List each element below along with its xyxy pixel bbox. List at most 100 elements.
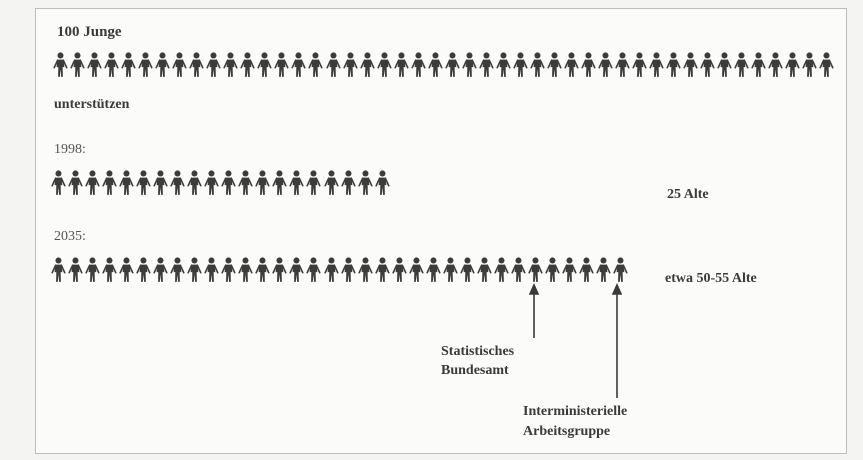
annotation-line-2: Bundesamt xyxy=(441,363,509,378)
person-icon xyxy=(68,257,83,282)
person-icon xyxy=(272,170,287,195)
person-icon xyxy=(121,52,136,77)
person-icon xyxy=(632,52,647,77)
diagram-frame xyxy=(35,8,847,454)
person-icon xyxy=(460,257,475,282)
person-icon xyxy=(136,170,151,195)
person-icon xyxy=(477,257,492,282)
person-icon xyxy=(393,52,409,77)
person-icon xyxy=(138,52,153,77)
person-icon xyxy=(428,52,443,77)
person-icon xyxy=(768,52,783,77)
person-icon xyxy=(819,52,834,77)
person-icon xyxy=(479,52,494,77)
person-icon xyxy=(51,257,66,282)
person-icon xyxy=(513,52,528,77)
person-icon xyxy=(700,52,715,77)
person-icon xyxy=(87,52,102,77)
person-icon xyxy=(785,52,800,77)
person-icon xyxy=(187,257,202,282)
person-icon xyxy=(68,170,83,195)
person-icon xyxy=(562,257,577,282)
person-icon xyxy=(291,52,307,77)
figure-row-1998 xyxy=(50,170,391,196)
person-icon xyxy=(240,52,255,77)
person-icon xyxy=(411,52,426,77)
person-icon xyxy=(443,257,458,282)
person-icon xyxy=(172,52,187,77)
person-icon xyxy=(426,257,441,282)
person-icon xyxy=(189,52,204,77)
person-icon xyxy=(409,257,424,282)
person-icon xyxy=(751,52,766,77)
annotation-statistisches-bundesamt: Statistisches Bundesamt xyxy=(441,342,514,380)
person-icon xyxy=(615,52,630,77)
person-icon xyxy=(119,257,134,282)
person-icon xyxy=(357,170,373,195)
person-icon xyxy=(223,52,238,77)
person-icon xyxy=(206,52,221,77)
person-icon xyxy=(221,257,236,282)
person-icon xyxy=(802,52,817,77)
person-icon xyxy=(85,257,100,282)
person-icon xyxy=(547,52,562,77)
person-icon xyxy=(136,257,151,282)
person-icon xyxy=(340,170,356,195)
person-icon xyxy=(257,52,272,77)
person-icon xyxy=(289,257,305,282)
person-icon xyxy=(596,257,611,282)
person-icon xyxy=(51,170,66,195)
person-icon xyxy=(376,52,392,77)
person-icon xyxy=(581,52,596,77)
person-icon xyxy=(274,52,289,77)
person-icon xyxy=(359,52,375,77)
person-icon xyxy=(496,52,511,77)
person-icon xyxy=(564,52,579,77)
person-icon xyxy=(221,170,236,195)
support-label: unterstützen xyxy=(54,97,130,112)
person-icon xyxy=(289,170,305,195)
person-icon xyxy=(308,52,324,77)
person-icon xyxy=(238,170,253,195)
person-icon xyxy=(445,52,460,77)
person-icon xyxy=(53,52,68,77)
person-icon xyxy=(545,257,560,282)
person-icon xyxy=(155,52,170,77)
person-icon xyxy=(528,257,543,282)
person-icon xyxy=(391,257,407,282)
person-icon xyxy=(255,257,270,282)
person-icon xyxy=(323,170,339,195)
person-icon xyxy=(255,170,270,195)
annotation-line-2: Arbeitsgruppe xyxy=(523,424,611,439)
person-icon xyxy=(683,52,698,77)
person-icon xyxy=(717,52,732,77)
person-icon xyxy=(85,170,100,195)
figure-row-young xyxy=(52,52,835,78)
person-icon xyxy=(462,52,477,77)
person-icon xyxy=(153,170,168,195)
person-icon xyxy=(170,257,185,282)
result-label-1998: 25 Alte xyxy=(667,187,709,202)
person-icon xyxy=(613,257,628,282)
person-icon xyxy=(357,257,373,282)
young-people-label: 100 Junge xyxy=(57,24,122,40)
person-icon xyxy=(494,257,509,282)
person-icon xyxy=(102,257,117,282)
annotation-line-1: Interministerielle xyxy=(523,404,628,419)
person-icon xyxy=(666,52,681,77)
person-icon xyxy=(170,170,185,195)
person-icon xyxy=(272,257,287,282)
annotation-line-1: Statistisches xyxy=(441,344,515,359)
person-icon xyxy=(153,257,168,282)
person-icon xyxy=(342,52,358,77)
person-icon xyxy=(238,257,253,282)
person-icon xyxy=(530,52,545,77)
person-icon xyxy=(325,52,341,77)
person-icon xyxy=(70,52,85,77)
person-icon xyxy=(598,52,613,77)
person-icon xyxy=(511,257,526,282)
person-icon xyxy=(102,170,117,195)
person-icon xyxy=(104,52,119,77)
person-icon xyxy=(204,257,219,282)
person-icon xyxy=(340,257,356,282)
